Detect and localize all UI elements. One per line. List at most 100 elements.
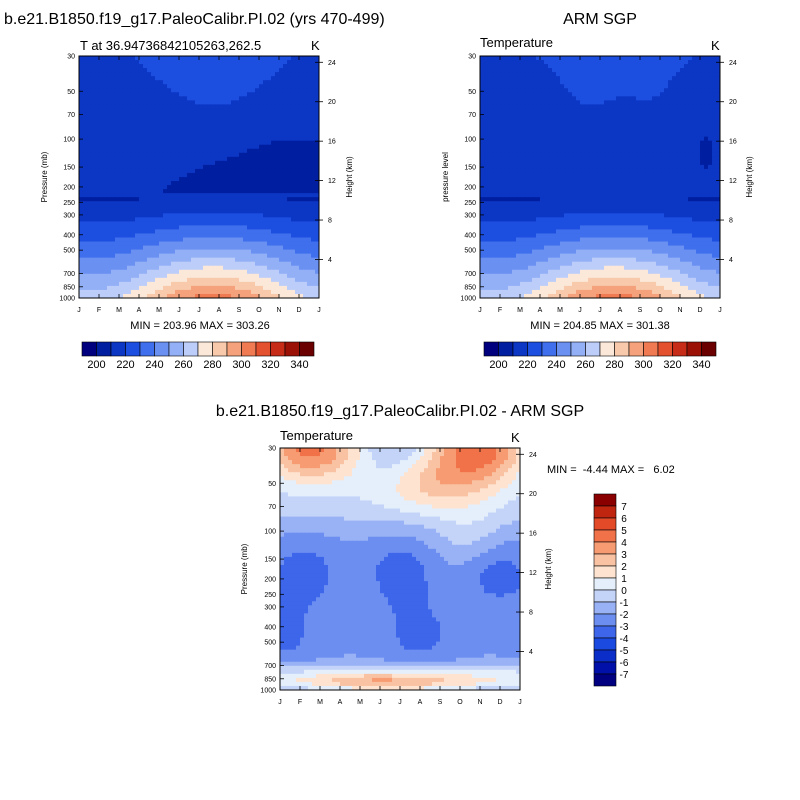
panel-model-cell [103, 265, 108, 271]
panel-obs-cell [592, 136, 597, 142]
panel-model-cell [303, 92, 308, 97]
panel-model-cell [219, 68, 224, 73]
panel-model-cell [223, 217, 228, 222]
panel-model-cell [191, 261, 196, 267]
panel-model-cell [147, 60, 152, 65]
panel-model-cell [119, 108, 124, 114]
panel-model-cell [239, 132, 244, 138]
panel-model-cell [135, 128, 140, 134]
panel-model-cell [199, 68, 204, 73]
panel-model-cell [219, 265, 224, 271]
panel-obs-cell [604, 60, 609, 65]
panel-model-cell [119, 217, 124, 222]
panel-model-cell [155, 225, 160, 231]
panel-model-cell [191, 168, 196, 174]
panel-model-cell [239, 148, 244, 154]
panel-model-cell [171, 116, 176, 122]
panel-model-cell [271, 88, 276, 93]
panel-obs-cell [588, 72, 593, 77]
panel-model-cell [203, 88, 208, 93]
panel-model-cell [303, 233, 308, 239]
panel-model-cell [271, 84, 276, 89]
panel-model-cell [279, 148, 284, 154]
panel-model-cell [275, 277, 280, 283]
panel-obs-cell [552, 76, 557, 81]
panel-model-cell [155, 285, 160, 291]
panel-model-cell [95, 108, 100, 114]
panel-obs-cell [624, 72, 629, 77]
panel-obs-cell [480, 56, 485, 61]
panel-model-cell [103, 269, 108, 275]
panel-model-cell [107, 140, 112, 146]
panel-model-cell [123, 205, 128, 210]
panel-obs-cell [676, 92, 681, 97]
panel-model-cell [79, 60, 84, 65]
panel-model-cell [303, 112, 308, 118]
panel-model-cell [255, 128, 260, 134]
panel-model-cell [311, 225, 316, 231]
panel-obs-cell [528, 92, 533, 97]
panel-model-cell [151, 241, 156, 247]
panel-model-cell [239, 197, 244, 202]
panel-model-cell [179, 80, 184, 85]
panel-model-cell [207, 197, 212, 202]
panel-model-cell [199, 160, 204, 166]
panel-model-cell [275, 293, 280, 298]
panel-model-cell [263, 189, 268, 194]
panel-obs-cell [524, 60, 529, 65]
panel-obs-cell [500, 100, 505, 105]
panel-model-cell [95, 64, 100, 69]
panel-model-cell [127, 76, 132, 81]
panel-model-cell [87, 289, 92, 295]
panel-obs-cell [592, 100, 597, 105]
panel-model-cell [115, 64, 120, 69]
panel-obs-cell [600, 60, 605, 65]
panel-model-cell [259, 217, 264, 222]
panel-model-cell [239, 217, 244, 222]
panel-model-cell [91, 185, 96, 190]
panel-model-cell [271, 116, 276, 122]
panel-obs-cell [524, 112, 529, 118]
panel-model-cell [271, 168, 276, 174]
panel-model-cell [171, 56, 176, 61]
panel-obs-cell [480, 68, 485, 73]
panel-obs-cell [600, 104, 605, 110]
panel-obs-cell [640, 108, 645, 114]
panel-model-cell [83, 156, 88, 162]
panel-model-cell [83, 209, 88, 214]
panel-model-cell [203, 293, 208, 298]
panel-model-cell [195, 96, 200, 101]
panel-model-cell [223, 225, 228, 231]
panel-model-cell [219, 241, 224, 247]
panel-model-cell [95, 56, 100, 61]
panel-model-cell [263, 164, 268, 170]
panel-model-cell [163, 156, 168, 162]
panel-model-cell [203, 181, 208, 186]
panel-obs-cell [708, 76, 713, 81]
panel-model-cell [287, 281, 292, 287]
panel-model-cell [167, 289, 172, 295]
panel-model-cell [203, 217, 208, 222]
panel-model-cell [251, 213, 256, 218]
panel-obs-cell [512, 132, 517, 138]
panel-model-cell [259, 108, 264, 114]
panel-model-cell [87, 60, 92, 65]
panel-model-cell [295, 257, 300, 263]
panel-model-cell [127, 225, 132, 231]
panel-obs-cell [524, 68, 529, 73]
panel-model-cell [167, 269, 172, 275]
panel-obs-cell [592, 56, 597, 61]
panel-obs-cell [624, 96, 629, 101]
panel-model-cell [299, 64, 304, 69]
panel-model-cell [135, 100, 140, 105]
panel-model-cell [171, 185, 176, 190]
panel-model-cell [147, 213, 152, 218]
panel-model-cell [147, 281, 152, 287]
panel-model-cell [295, 277, 300, 283]
panel-model-cell [259, 148, 264, 154]
panel-obs-cell [520, 68, 525, 73]
panel-model-cell [211, 237, 216, 243]
panel-obs-cell [616, 112, 621, 118]
panel-obs-cell [580, 108, 585, 114]
panel-obs-cell [644, 132, 649, 138]
